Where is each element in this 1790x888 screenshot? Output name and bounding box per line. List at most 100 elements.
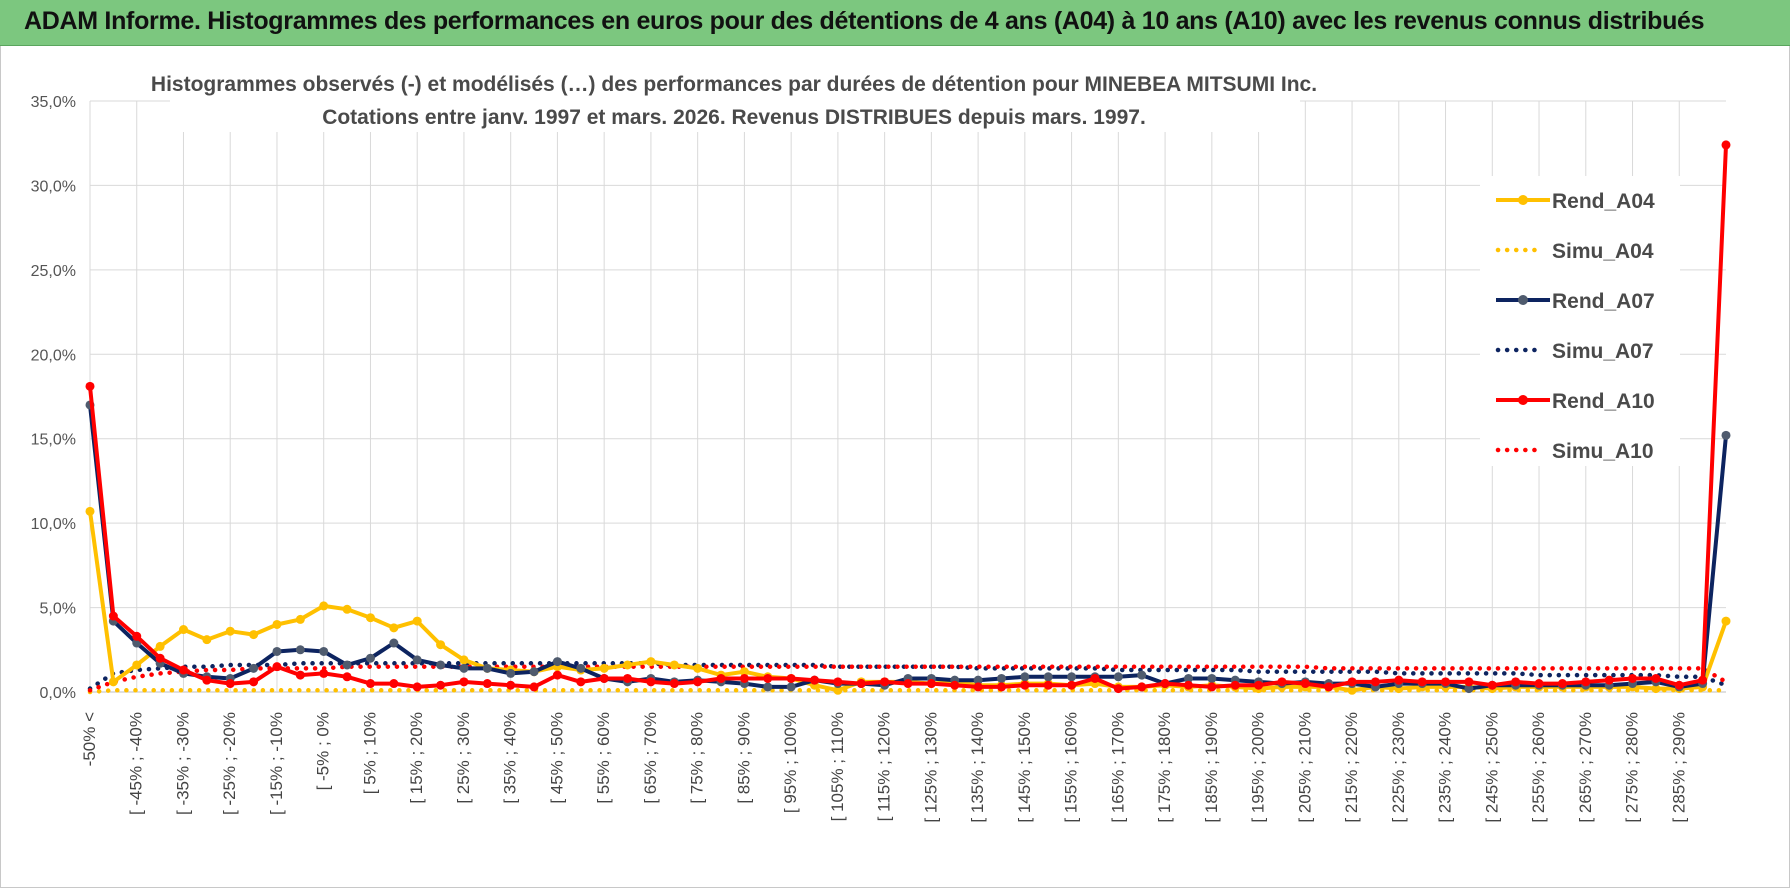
- data-point: [412, 655, 422, 665]
- y-tick-label: 20,0%: [31, 347, 76, 364]
- x-tick-label: [ 205% ; 210%: [1295, 712, 1314, 823]
- data-point: [108, 677, 118, 687]
- header-banner: ADAM Informe. Histogrammes des performan…: [0, 0, 1790, 46]
- data-point: [1464, 677, 1474, 687]
- data-point: [833, 677, 843, 687]
- data-point: [1557, 679, 1567, 689]
- legend-item: Simu_A10: [1495, 440, 1654, 463]
- legend: Rend_A04 Simu_A04 Rend_A07 Simu_A07 Rend_A10…: [1480, 176, 1680, 466]
- data-point: [459, 663, 469, 673]
- y-tick-label: 15,0%: [31, 432, 76, 449]
- legend-label: Simu_A10: [1552, 440, 1654, 463]
- data-point: [412, 682, 422, 692]
- data-point: [319, 601, 329, 611]
- title-background: [170, 66, 1300, 132]
- banner-title: ADAM Informe. Histogrammes des performan…: [24, 7, 1705, 35]
- data-point: [1207, 682, 1217, 692]
- data-point: [693, 677, 703, 687]
- data-point: [973, 675, 983, 685]
- legend-marker: [1518, 395, 1528, 405]
- data-point: [1043, 680, 1053, 690]
- data-point: [1628, 673, 1638, 683]
- data-point: [506, 680, 516, 690]
- data-point: [763, 682, 773, 692]
- x-tick-label: [ -25% ; -20%: [220, 712, 239, 815]
- data-point: [202, 635, 212, 645]
- data-point: [1651, 684, 1661, 694]
- data-point: [1674, 680, 1684, 690]
- data-point: [903, 679, 913, 689]
- data-point: [623, 660, 633, 670]
- x-tick-label: [ 5% ; 10%: [360, 712, 379, 794]
- data-point: [1277, 677, 1287, 687]
- data-point: [599, 663, 609, 673]
- data-point: [482, 679, 492, 689]
- data-point: [295, 645, 305, 655]
- data-point: [459, 677, 469, 687]
- data-point: [1137, 682, 1147, 692]
- data-point: [1464, 684, 1474, 694]
- chart-title-line1: Histogrammes observés (-) et modélisés (…: [151, 73, 1317, 96]
- data-point: [1020, 672, 1030, 682]
- data-point: [272, 646, 282, 656]
- data-point: [295, 670, 305, 680]
- data-point: [1067, 680, 1077, 690]
- data-point: [85, 381, 95, 391]
- legend-marker: [1518, 195, 1528, 205]
- legend-item: Rend_A04: [1496, 190, 1655, 213]
- data-point: [249, 663, 259, 673]
- x-tick-label: [ 65% ; 70%: [641, 712, 660, 804]
- x-tick-label: -50% <: [80, 712, 99, 766]
- x-tick-label: [ -15% ; -10%: [267, 712, 286, 815]
- data-point: [365, 653, 375, 663]
- data-point: [1370, 677, 1380, 687]
- data-point: [178, 625, 188, 635]
- data-point: [1698, 675, 1708, 685]
- legend-item: Rend_A07: [1496, 290, 1655, 313]
- legend-label: Rend_A04: [1552, 190, 1655, 213]
- y-axis-labels: 0,0% 5,0% 10,0% 15,0% 20,0% 25,0% 30,0% 35,0%: [31, 94, 76, 702]
- data-point: [1394, 675, 1404, 685]
- data-point: [342, 660, 352, 670]
- data-point: [786, 682, 796, 692]
- data-point: [1534, 679, 1544, 689]
- data-point: [1721, 430, 1731, 440]
- x-tick-label: [ -5% ; 0%: [314, 712, 333, 790]
- data-point: [856, 679, 866, 689]
- x-tick-label: [ 115% ; 120%: [875, 712, 894, 821]
- y-tick-label: 5,0%: [40, 601, 76, 618]
- data-point: [529, 667, 539, 677]
- x-tick-label: [ 235% ; 240%: [1436, 712, 1455, 823]
- data-point: [319, 646, 329, 656]
- series-line: [87, 664, 1729, 693]
- series-simu-a04: [87, 688, 1729, 695]
- series-line: [88, 511, 1728, 693]
- data-point: [576, 663, 586, 673]
- data-point: [810, 675, 820, 685]
- x-tick-label: [ 155% ; 160%: [1062, 712, 1081, 823]
- data-point: [1604, 675, 1614, 685]
- data-point: [272, 662, 282, 672]
- data-point: [319, 668, 329, 678]
- data-point: [436, 680, 446, 690]
- data-series: [85, 140, 1731, 695]
- y-tick-label: 0,0%: [40, 685, 76, 702]
- data-point: [1207, 673, 1217, 683]
- x-tick-label: [ 145% ; 150%: [1015, 712, 1034, 823]
- data-point: [763, 673, 773, 683]
- data-point: [365, 679, 375, 689]
- data-point: [85, 506, 95, 516]
- data-point: [1183, 680, 1193, 690]
- x-tick-label: [ 55% ; 60%: [594, 712, 613, 804]
- data-point: [1581, 677, 1591, 687]
- x-axis-labels: -50% < [ -45% ; -40% [ -35% ; -30% [ -25% ;…: [80, 712, 1688, 823]
- data-point: [739, 667, 749, 677]
- x-tick-label: [ 165% ; 170%: [1108, 712, 1127, 823]
- data-point: [1651, 673, 1661, 683]
- y-tick-label: 25,0%: [31, 263, 76, 280]
- data-point: [926, 679, 936, 689]
- data-point: [225, 679, 235, 689]
- data-point: [623, 673, 633, 683]
- data-point: [389, 638, 399, 648]
